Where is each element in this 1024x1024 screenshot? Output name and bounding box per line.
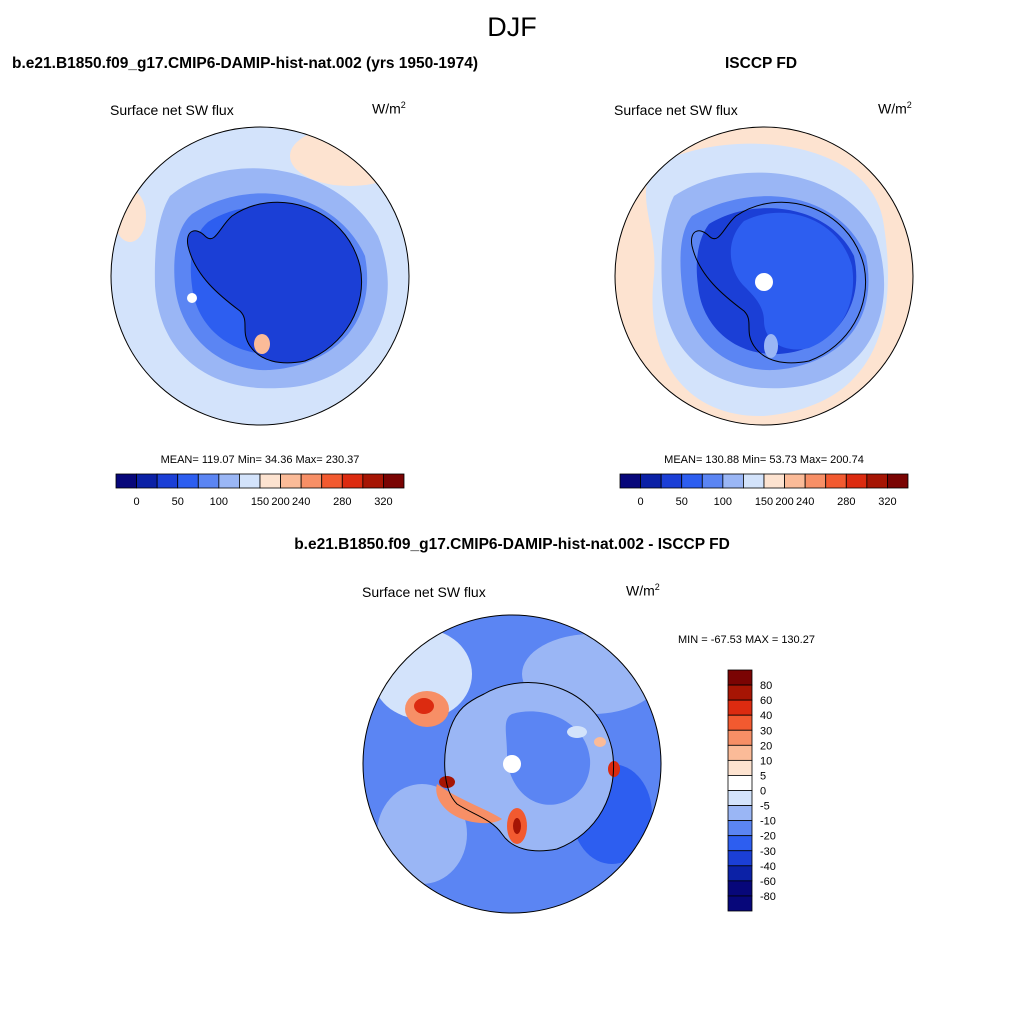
panel-3-stats: MIN = -67.53 MAX = 130.27 bbox=[678, 634, 815, 646]
colorbar-tick-label: 50 bbox=[172, 496, 184, 508]
colorbar-box bbox=[727, 729, 753, 746]
colorbar-tick-label: 320 bbox=[374, 496, 392, 508]
colorbar-box bbox=[362, 473, 384, 489]
colorbar-tick-label: 150 bbox=[251, 496, 269, 508]
colorbar-tick-label: 40 bbox=[760, 710, 772, 722]
colorbar-tick-label: -80 bbox=[760, 891, 776, 903]
panel-1-colorbar: 0 50 100 150 200 240 280 320 bbox=[115, 473, 405, 508]
colorbar-tick-label: -20 bbox=[760, 831, 776, 843]
panel-3-units: W/m2 bbox=[626, 582, 660, 599]
colorbar-tick-label: 150 bbox=[755, 496, 773, 508]
colorbar-box bbox=[743, 473, 765, 489]
colorbar-box bbox=[259, 473, 281, 489]
colorbar-tick-label: 100 bbox=[210, 496, 228, 508]
colorbar-tick-label: 320 bbox=[878, 496, 896, 508]
colorbar-tick-label: 5 bbox=[760, 770, 766, 782]
colorbar-tick-label: 80 bbox=[760, 680, 772, 692]
antarctica-coastline bbox=[690, 201, 866, 364]
colorbar-box bbox=[727, 835, 753, 852]
panel-2-polar-map bbox=[614, 126, 914, 426]
colorbar-box bbox=[177, 473, 199, 489]
colorbar-box bbox=[804, 473, 827, 489]
colorbar-tick-label: 30 bbox=[760, 725, 772, 737]
colorbar-box bbox=[280, 473, 302, 489]
panel-3-variable-label: Surface net SW flux bbox=[362, 584, 486, 600]
colorbar-tick-label: -10 bbox=[760, 816, 776, 828]
colorbar-box bbox=[727, 714, 753, 731]
colorbar-box bbox=[156, 473, 179, 489]
colorbar-box bbox=[727, 699, 753, 716]
colorbar-tick-label: 100 bbox=[714, 496, 732, 508]
colorbar-box bbox=[619, 473, 641, 489]
antarctica-coastline bbox=[444, 682, 614, 852]
colorbar-box bbox=[727, 865, 753, 882]
colorbar-box bbox=[825, 473, 847, 489]
colorbar-box bbox=[727, 805, 753, 822]
colorbar-box bbox=[727, 759, 753, 776]
colorbar-box bbox=[727, 775, 753, 791]
colorbar-box bbox=[866, 473, 888, 489]
colorbar-box bbox=[115, 473, 137, 489]
colorbar-box bbox=[727, 744, 753, 761]
colorbar-tick-label: 50 bbox=[676, 496, 688, 508]
colorbar-box bbox=[239, 473, 261, 489]
panel-1-title: b.e21.B1850.f09_g17.CMIP6-DAMIP-hist-nat… bbox=[12, 55, 479, 72]
colorbar-tick-label: -60 bbox=[760, 876, 776, 888]
colorbar-tick-label: 280 bbox=[837, 496, 855, 508]
panel-2-colorbar: 0 50 100 150 200 240 280 320 bbox=[619, 473, 909, 508]
panel-2-stats: MEAN= 130.88 Min= 53.73 Max= 200.74 bbox=[664, 454, 864, 466]
colorbar-box bbox=[763, 473, 785, 489]
colorbar-tick-label: 240 bbox=[292, 496, 310, 508]
colorbar-tick-label: 0 bbox=[134, 496, 140, 508]
colorbar-box bbox=[300, 473, 323, 489]
colorbar-box bbox=[640, 473, 662, 489]
colorbar-box bbox=[660, 473, 683, 489]
colorbar-box bbox=[727, 820, 753, 837]
panel-1-polar-map bbox=[110, 126, 410, 426]
colorbar-tick-label: 60 bbox=[760, 695, 772, 707]
colorbar-box bbox=[727, 669, 753, 686]
colorbar-tick-label: 240 bbox=[796, 496, 814, 508]
colorbar-box bbox=[727, 880, 753, 897]
colorbar-tick-label: 10 bbox=[760, 755, 772, 767]
colorbar-tick-label: 200 bbox=[775, 496, 793, 508]
colorbar-box bbox=[845, 473, 868, 489]
colorbar-box bbox=[887, 473, 909, 489]
colorbar-box bbox=[218, 473, 240, 489]
colorbar-tick-label: -5 bbox=[760, 801, 770, 813]
colorbar-box bbox=[784, 473, 806, 489]
panel-3-polar-map bbox=[362, 614, 662, 914]
colorbar-box bbox=[341, 473, 364, 489]
antarctica-coastline bbox=[186, 201, 362, 364]
colorbar-box bbox=[701, 473, 724, 489]
colorbar-tick-label: 20 bbox=[760, 740, 772, 752]
colorbar-box bbox=[197, 473, 220, 489]
colorbar-box bbox=[681, 473, 703, 489]
colorbar-box bbox=[136, 473, 158, 489]
colorbar-tick-label: -40 bbox=[760, 861, 776, 873]
panel-1-variable-label: Surface net SW flux bbox=[110, 102, 234, 118]
panel-2-variable-label: Surface net SW flux bbox=[614, 102, 738, 118]
colorbar-box bbox=[722, 473, 744, 489]
colorbar-box bbox=[727, 895, 753, 912]
panel-2-units: W/m2 bbox=[878, 100, 912, 117]
panel-2-title: ISCCP FD bbox=[725, 55, 798, 72]
figure-title: DJF bbox=[487, 12, 537, 42]
colorbar-tick-label: 0 bbox=[760, 786, 766, 798]
panel-3-title: b.e21.B1850.f09_g17.CMIP6-DAMIP-hist-nat… bbox=[294, 536, 730, 553]
colorbar-tick-label: -30 bbox=[760, 846, 776, 858]
colorbar-tick-label: 0 bbox=[638, 496, 644, 508]
colorbar-box bbox=[321, 473, 343, 489]
colorbar-box bbox=[727, 850, 753, 867]
colorbar-box bbox=[383, 473, 405, 489]
colorbar-box bbox=[727, 684, 753, 701]
panel-1-stats: MEAN= 119.07 Min= 34.36 Max= 230.37 bbox=[160, 454, 360, 466]
colorbar-tick-label: 280 bbox=[333, 496, 351, 508]
colorbar-box bbox=[727, 790, 753, 806]
panel-1-units: W/m2 bbox=[372, 100, 406, 117]
colorbar-tick-label: 200 bbox=[271, 496, 289, 508]
panel-3-colorbar: 80 60 40 30 20 10 5 0 -5 -10 -20 -30 -40 -60 -80 bbox=[727, 669, 776, 912]
